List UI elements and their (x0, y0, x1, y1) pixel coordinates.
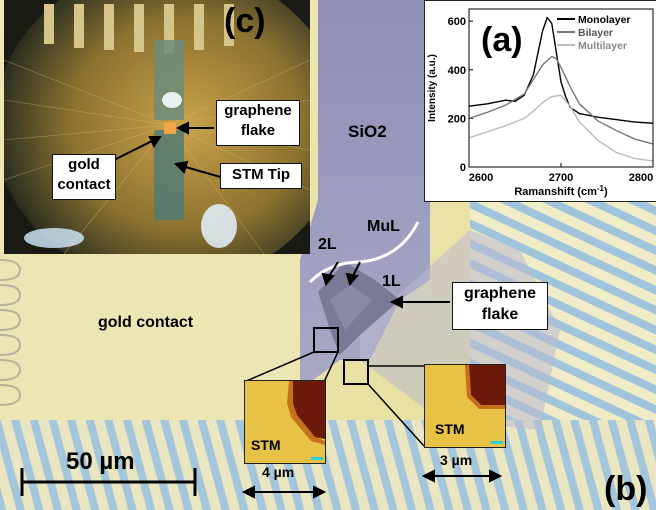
stm-image-2-label: STM (435, 421, 465, 437)
inset-c-gold-line2: contact (57, 176, 111, 193)
inset-c-graphene-line1: graphene (224, 102, 292, 119)
stm-image-2: STM (424, 364, 506, 448)
stm-image-1-scan (245, 381, 325, 463)
legend-label-bilayer: Bilayer (578, 27, 613, 39)
scale-bar-label: 50 µm (66, 448, 135, 475)
series-line-bilayer (468, 55, 654, 145)
inset-c-stm-tip-label: STM Tip (220, 163, 302, 189)
inset-c-photo: (c) graphene flake STM Tip gold contact (4, 0, 310, 254)
panel-label-b: (b) (604, 470, 648, 508)
x-axis-label-close: ) (604, 186, 608, 198)
stm-image-2-scan (425, 365, 505, 447)
x-axis-label: Ramanshift (cm-1) (514, 184, 608, 198)
multilayer-label: MuL (367, 218, 400, 235)
series-line-monolayer (468, 16, 654, 124)
stm-image-1: STM (244, 380, 326, 464)
monolayer-label: 1L (382, 273, 401, 290)
x-axis-label-sup: -1 (597, 184, 605, 193)
x-tick-label: 2700 (549, 172, 573, 184)
inset-a-raman-chart: 2600 2700 2800 0 200 400 600 Intensity (a.u.) … (424, 0, 656, 202)
graphene-flake-line2: flake (481, 306, 519, 323)
inset-c-graphene-line2: flake (240, 122, 276, 139)
y-axis-label: Intensity (a.u.) (427, 54, 438, 122)
stm-image-2-scale: 3 µm (440, 452, 473, 468)
legend-label-multilayer: Multilayer (578, 40, 627, 52)
stm-image-1-scale: 4 µm (262, 464, 295, 480)
inset-c-gold-contact-label: gold contact (52, 154, 116, 200)
y-tick-label: 400 (448, 65, 466, 77)
inset-c-graphene-flake-label: graphene flake (216, 100, 300, 146)
x-tick-label: 2600 (469, 172, 493, 184)
x-tick-label: 2800 (629, 172, 653, 184)
series-line-multilayer (468, 94, 654, 162)
graphene-flake-line1: graphene (463, 285, 536, 302)
bilayer-label: 2L (318, 236, 337, 253)
x-axis-label-main: Ramanshift (cm (514, 186, 597, 198)
inset-c-gold-line1: gold (68, 156, 100, 173)
legend-label-monolayer: Monolayer (578, 14, 631, 26)
gold-contact-label: gold contact (98, 314, 194, 331)
sio2-label: SiO2 (348, 122, 387, 141)
panel-label-c: (c) (224, 2, 266, 40)
panel-label-a: (a) (481, 21, 523, 59)
graphene-flake-label: graphene flake (452, 282, 548, 330)
y-tick-label: 200 (448, 113, 466, 125)
y-tick-label: 0 (460, 162, 466, 174)
stm-image-1-label: STM (251, 437, 281, 453)
y-tick-label: 600 (448, 16, 466, 28)
